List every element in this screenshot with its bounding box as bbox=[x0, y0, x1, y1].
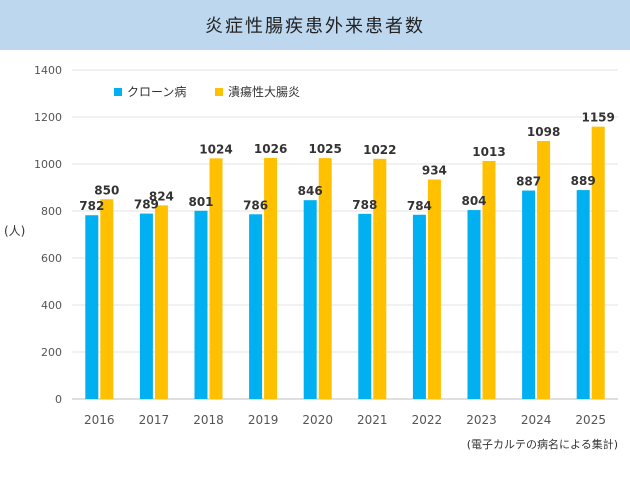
y-tick-label: 1000 bbox=[34, 158, 62, 171]
legend: クローン病 潰瘍性大腸炎 bbox=[114, 84, 300, 99]
value-label: 784 bbox=[407, 199, 432, 213]
value-label: 889 bbox=[571, 174, 596, 188]
bar-crohn bbox=[85, 215, 99, 399]
value-label: 1022 bbox=[363, 143, 396, 157]
y-tick-label: 200 bbox=[41, 346, 62, 359]
legend-label-crohn: クローン病 bbox=[127, 84, 186, 99]
y-tick-label: 0 bbox=[55, 393, 62, 406]
bar-crohn bbox=[576, 190, 590, 399]
value-label: 1098 bbox=[527, 125, 560, 139]
bar-uc bbox=[373, 158, 387, 399]
value-label: 786 bbox=[243, 198, 268, 212]
x-tick-label: 2023 bbox=[466, 413, 497, 427]
x-tick-label: 2020 bbox=[302, 413, 333, 427]
value-label: 801 bbox=[188, 195, 213, 209]
bar-uc bbox=[482, 160, 496, 399]
legend-label-uc: 潰瘍性大腸炎 bbox=[228, 84, 300, 99]
value-label: 789 bbox=[134, 198, 159, 212]
value-label: 887 bbox=[516, 175, 541, 189]
bar-uc bbox=[264, 157, 278, 399]
value-label: 1025 bbox=[308, 142, 341, 156]
value-label: 824 bbox=[149, 189, 174, 203]
bar-crohn bbox=[522, 190, 536, 399]
y-tick-label: 1200 bbox=[34, 111, 62, 124]
x-tick-label: 2022 bbox=[412, 413, 443, 427]
x-tick-label: 2018 bbox=[193, 413, 224, 427]
value-label: 1159 bbox=[581, 111, 614, 125]
x-tick-label: 2017 bbox=[139, 413, 170, 427]
y-axis-unit-label: (人) bbox=[4, 224, 26, 238]
x-tick-label: 2024 bbox=[521, 413, 552, 427]
title-bar: 炎症性腸疾患外来患者数 bbox=[0, 0, 630, 50]
bar-crohn bbox=[139, 213, 153, 399]
y-tick-label: 1400 bbox=[34, 64, 62, 77]
y-tick-label: 800 bbox=[41, 205, 62, 218]
bars bbox=[85, 126, 605, 399]
x-tick-label: 2025 bbox=[575, 413, 606, 427]
value-label: 1013 bbox=[472, 145, 505, 159]
value-label: 804 bbox=[461, 194, 486, 208]
bar-uc bbox=[209, 158, 223, 399]
gridlines bbox=[72, 69, 618, 400]
chart-title: 炎症性腸疾患外来患者数 bbox=[205, 16, 425, 37]
bar-crohn bbox=[249, 214, 263, 399]
bar-crohn bbox=[467, 210, 481, 399]
legend-swatch-uc bbox=[215, 88, 223, 96]
value-label: 782 bbox=[79, 199, 104, 213]
value-label: 1024 bbox=[199, 142, 232, 156]
value-label: 846 bbox=[298, 184, 323, 198]
y-tick-label: 600 bbox=[41, 252, 62, 265]
bar-crohn bbox=[194, 210, 208, 399]
value-label: 850 bbox=[94, 183, 119, 197]
bar-uc bbox=[100, 199, 114, 399]
bar-uc bbox=[427, 179, 441, 399]
value-label: 1026 bbox=[254, 142, 287, 156]
x-axis: 2016 2017 2018 2019 2020 2021 2022 2023 2024 2025 bbox=[84, 413, 606, 427]
bar-crohn bbox=[303, 200, 317, 399]
bar-uc bbox=[537, 140, 551, 399]
x-tick-label: 2016 bbox=[84, 413, 115, 427]
y-tick-label: 400 bbox=[41, 299, 62, 312]
bar-uc bbox=[154, 205, 168, 399]
x-tick-label: 2021 bbox=[357, 413, 388, 427]
value-label: 788 bbox=[352, 198, 377, 212]
x-tick-label: 2019 bbox=[248, 413, 279, 427]
bar-uc bbox=[591, 126, 605, 399]
bar-crohn bbox=[412, 214, 426, 399]
value-label: 934 bbox=[422, 164, 447, 178]
footnote: (電子カルテの病名による集計) bbox=[466, 438, 618, 451]
bar-uc bbox=[318, 158, 332, 399]
legend-swatch-crohn bbox=[114, 88, 122, 96]
bar-crohn bbox=[358, 213, 372, 399]
y-axis: 0 200 400 600 800 1000 1200 1400 bbox=[34, 64, 62, 406]
